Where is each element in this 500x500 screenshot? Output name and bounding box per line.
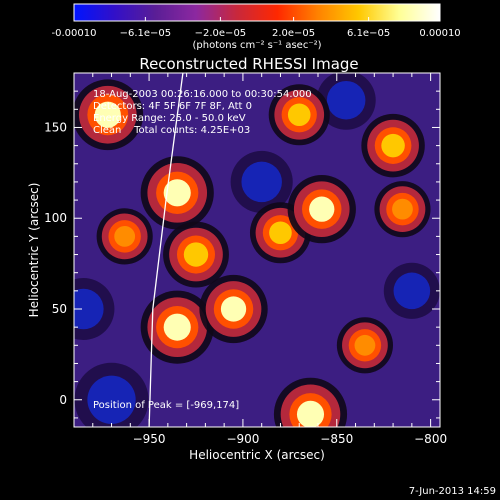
y-tick-label: 50 bbox=[52, 302, 67, 316]
source-core bbox=[296, 400, 325, 427]
source-core bbox=[163, 313, 191, 341]
dark-region bbox=[393, 272, 431, 310]
x-axis: −950 −900 −850 −800 bbox=[92, 73, 447, 446]
x-tick-label: −850 bbox=[320, 432, 353, 446]
annotation-detectors: Detectors: 4F 5F 6F 7F 8F, Att 0 bbox=[93, 101, 252, 112]
x-axis-label: Heliocentric X (arcsec) bbox=[189, 448, 325, 462]
source-core bbox=[354, 334, 376, 356]
y-tick-label: 100 bbox=[44, 211, 67, 225]
colorbar-tick-label: −6.1e−05 bbox=[120, 28, 172, 39]
annotation-block: 18-Aug-2003 00:26:16.000 to 00:30:54.000… bbox=[93, 89, 312, 136]
solar-limb-line bbox=[148, 73, 184, 427]
heatmap-regions bbox=[74, 73, 440, 427]
annotation-counts: Clean Total counts: 4.25E+03 bbox=[93, 125, 250, 136]
dark-region bbox=[74, 288, 104, 330]
colorbar-tick-label: 2.0e−05 bbox=[272, 28, 315, 39]
colorbar-ticks: -0.00010 −6.1e−05 −2.0e−05 2.0e−05 6.1e−05 0.… bbox=[52, 17, 461, 39]
plot-frame bbox=[73, 72, 441, 428]
source-core bbox=[220, 296, 247, 322]
source-core bbox=[381, 133, 405, 158]
source-core bbox=[114, 225, 136, 247]
x-tick-label: −800 bbox=[414, 432, 447, 446]
x-tick-label: −900 bbox=[226, 432, 259, 446]
footer-timestamp: 7-Jun-2013 14:59 bbox=[409, 486, 496, 497]
source-core bbox=[392, 198, 413, 220]
x-tick-label: −950 bbox=[133, 432, 166, 446]
source-core bbox=[309, 196, 335, 222]
y-axis: 0 50 100 150 bbox=[44, 90, 440, 419]
source-core bbox=[94, 101, 121, 128]
y-axis-label: Heliocentric Y (arcsec) bbox=[27, 183, 41, 318]
colorbar-tick-label: 6.1e−05 bbox=[347, 28, 390, 39]
dark-region bbox=[87, 375, 136, 424]
source-core bbox=[287, 103, 311, 127]
heatmap-image bbox=[74, 73, 440, 427]
dark-region bbox=[326, 80, 366, 120]
colorbar: -0.00010 −6.1e−05 −2.0e−05 2.0e−05 6.1e−05 0.… bbox=[52, 3, 461, 51]
dark-region bbox=[241, 161, 282, 203]
colorbar-gradient bbox=[73, 3, 441, 22]
peak-position: Position of Peak = [-969,174] bbox=[93, 400, 239, 411]
colorbar-tick-label: −2.0e−05 bbox=[195, 28, 247, 39]
source-core bbox=[163, 179, 191, 207]
y-tick-label: 150 bbox=[44, 120, 67, 134]
colorbar-units: (photons cm⁻² s⁻¹ asec⁻²) bbox=[192, 40, 321, 51]
chart-title: Reconstructed RHESSI Image bbox=[139, 55, 358, 73]
y-tick-label: 0 bbox=[59, 393, 67, 407]
source-core bbox=[183, 242, 209, 267]
source-core bbox=[269, 221, 292, 245]
annotation-time-range: 18-Aug-2003 00:26:16.000 to 00:30:54.000 bbox=[93, 89, 312, 100]
colorbar-tick-label: -0.00010 bbox=[52, 28, 97, 39]
colorbar-tick-label: 0.00010 bbox=[419, 28, 460, 39]
annotation-energy-range: Energy Range: 25.0 - 50.0 keV bbox=[93, 113, 246, 124]
